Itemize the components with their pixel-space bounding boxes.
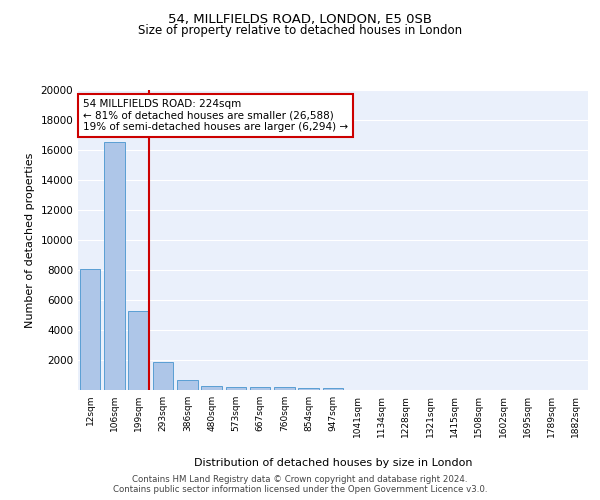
Bar bbox=[226, 386, 246, 390]
Bar bbox=[104, 142, 125, 390]
Text: Distribution of detached houses by size in London: Distribution of detached houses by size … bbox=[194, 458, 472, 468]
Bar bbox=[323, 388, 343, 390]
Text: Size of property relative to detached houses in London: Size of property relative to detached ho… bbox=[138, 24, 462, 37]
Text: Contains HM Land Registry data © Crown copyright and database right 2024.
Contai: Contains HM Land Registry data © Crown c… bbox=[113, 474, 487, 494]
Bar bbox=[80, 268, 100, 390]
Bar bbox=[177, 380, 197, 390]
Bar bbox=[152, 362, 173, 390]
Bar bbox=[201, 386, 222, 390]
Bar bbox=[274, 388, 295, 390]
Bar bbox=[128, 310, 149, 390]
Y-axis label: Number of detached properties: Number of detached properties bbox=[25, 152, 35, 328]
Text: 54 MILLFIELDS ROAD: 224sqm
← 81% of detached houses are smaller (26,588)
19% of : 54 MILLFIELDS ROAD: 224sqm ← 81% of deta… bbox=[83, 99, 348, 132]
Bar bbox=[250, 387, 271, 390]
Bar bbox=[298, 388, 319, 390]
Text: 54, MILLFIELDS ROAD, LONDON, E5 0SB: 54, MILLFIELDS ROAD, LONDON, E5 0SB bbox=[168, 12, 432, 26]
